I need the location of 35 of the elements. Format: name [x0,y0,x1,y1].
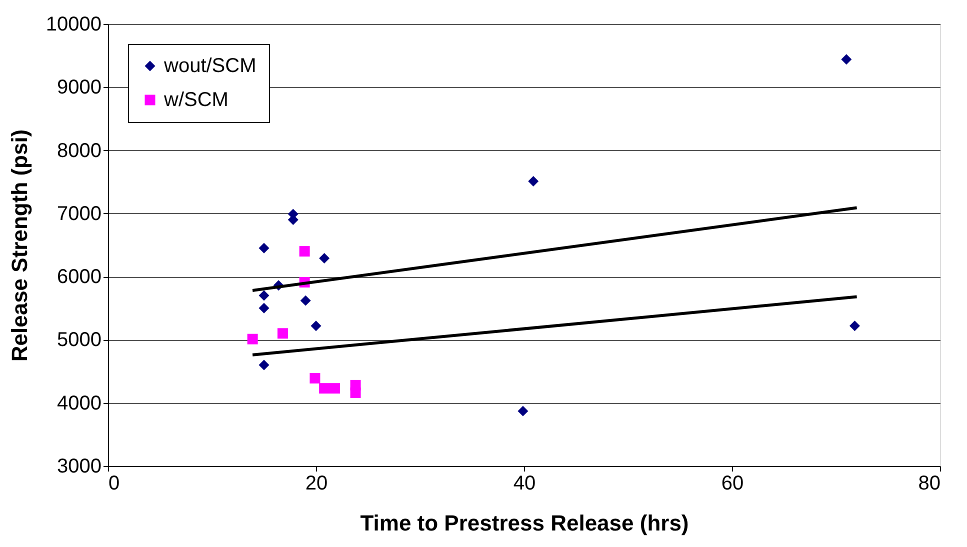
point [258,360,270,370]
x-axis-title: Time to Prestress Release (hrs) [360,510,689,536]
point [247,334,258,344]
legend-label: w/SCM [163,89,228,111]
point [258,290,270,301]
point [299,246,310,257]
y-tick-label: 3000 [57,456,102,478]
point [849,320,860,332]
y-tick-label: 4000 [57,392,102,414]
x-tick-label: 20 [305,472,328,494]
y-tick-label: 5000 [57,329,102,352]
y-tick-label: 9000 [57,76,102,99]
y-tick-label: 8000 [57,140,102,162]
point [310,372,320,384]
point [841,54,852,65]
y-tick-label: 6000 [57,266,102,288]
point [319,253,330,264]
y-axis-title: Release Strength (psi) [6,129,32,362]
legend-label: wout/SCM [163,55,256,77]
point [300,295,311,306]
x-tick-label: 0 [108,472,120,494]
x-tick-label: 80 [918,472,940,494]
point [277,328,288,339]
x-tick-label: 40 [513,472,536,494]
point [518,406,528,416]
point [350,388,361,398]
point [319,383,330,394]
point [258,242,270,254]
y-tick-label: 7000 [57,202,102,225]
point [258,302,270,314]
y-tick-label: 10000 [46,14,102,36]
point [528,176,539,186]
point [310,320,322,332]
point [329,383,340,394]
x-tick-label: 60 [721,472,744,494]
